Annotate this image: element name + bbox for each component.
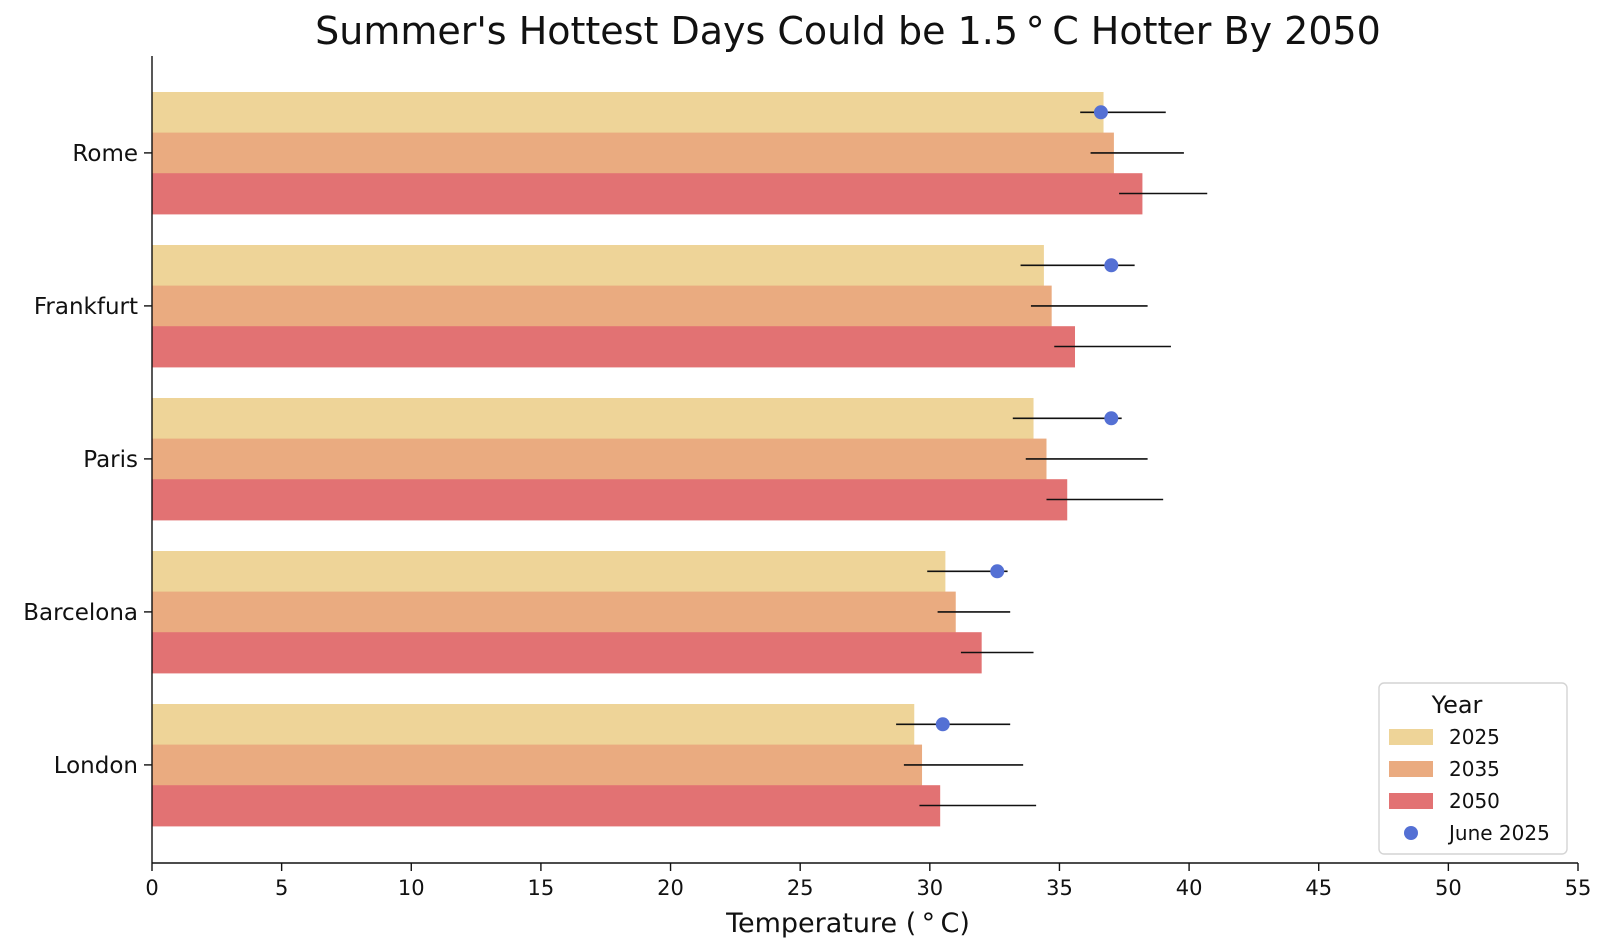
marker-june-2025-rome bbox=[1093, 105, 1108, 120]
bar-barcelona-2050 bbox=[152, 632, 982, 674]
bar-frankfurt-2050 bbox=[152, 326, 1076, 368]
y-tick-label-barcelona: Barcelona bbox=[23, 600, 138, 626]
bar-rome-2050 bbox=[152, 173, 1143, 215]
legend-title: Year bbox=[1431, 691, 1483, 719]
bar-paris-2025 bbox=[152, 398, 1034, 440]
bar-london-2035 bbox=[152, 744, 923, 786]
bar-rome-2025 bbox=[152, 92, 1104, 134]
markers-layer bbox=[935, 105, 1119, 732]
legend-label-2035: 2035 bbox=[1449, 757, 1500, 781]
y-tick-label-rome: Rome bbox=[72, 141, 138, 167]
legend-swatch-2025 bbox=[1389, 729, 1433, 745]
x-tick-label-45: 45 bbox=[1305, 876, 1332, 900]
error-bars-layer bbox=[896, 111, 1208, 807]
legend-label-2050: 2050 bbox=[1449, 789, 1500, 813]
legend: Year 2025 2035 2050 June 2025 bbox=[1378, 682, 1568, 855]
bar-barcelona-2035 bbox=[152, 591, 956, 633]
marker-june-2025-paris bbox=[1104, 411, 1119, 426]
x-tick-label-5: 5 bbox=[275, 876, 288, 900]
legend-swatch-2050 bbox=[1389, 793, 1433, 809]
bar-paris-2035 bbox=[152, 438, 1047, 480]
bar-frankfurt-2025 bbox=[152, 245, 1044, 287]
x-axis-title: Temperature ( ° C) bbox=[725, 908, 970, 939]
x-tick-label-50: 50 bbox=[1435, 876, 1462, 900]
legend-box bbox=[1378, 682, 1568, 855]
bar-paris-2050 bbox=[152, 479, 1068, 521]
legend-swatch-2035 bbox=[1389, 761, 1433, 777]
bar-london-2025 bbox=[152, 704, 915, 746]
chart-title: Summer's Hottest Days Could be 1.5 ° C H… bbox=[315, 9, 1381, 53]
marker-june-2025-frankfurt bbox=[1104, 258, 1119, 273]
x-tick-label-10: 10 bbox=[398, 876, 425, 900]
y-tick-label-paris: Paris bbox=[83, 447, 138, 473]
legend-label-june-2025: June 2025 bbox=[1447, 821, 1550, 845]
x-tick-label-15: 15 bbox=[528, 876, 555, 900]
bars-layer bbox=[152, 92, 1143, 827]
x-tick-label-25: 25 bbox=[787, 876, 814, 900]
y-tick-label-london: London bbox=[54, 753, 138, 779]
legend-marker-june-2025 bbox=[1404, 826, 1418, 840]
bar-barcelona-2025 bbox=[152, 551, 946, 593]
axes-layer: Rome Frankfurt Paris Barcelona London 0 5 10 15 2… bbox=[23, 56, 1591, 900]
x-tick-label-30: 30 bbox=[916, 876, 943, 900]
x-tick-label-20: 20 bbox=[657, 876, 684, 900]
marker-june-2025-london bbox=[935, 717, 950, 732]
x-tick-label-40: 40 bbox=[1176, 876, 1203, 900]
bar-frankfurt-2035 bbox=[152, 285, 1052, 327]
x-tick-label-0: 0 bbox=[145, 876, 158, 900]
marker-june-2025-barcelona bbox=[990, 564, 1005, 579]
x-tick-label-35: 35 bbox=[1046, 876, 1073, 900]
x-tick-label-55: 55 bbox=[1565, 876, 1592, 900]
bar-london-2050 bbox=[152, 785, 941, 827]
y-tick-label-frankfurt: Frankfurt bbox=[34, 294, 138, 320]
legend-label-2025: 2025 bbox=[1449, 725, 1500, 749]
bar-rome-2035 bbox=[152, 132, 1114, 174]
